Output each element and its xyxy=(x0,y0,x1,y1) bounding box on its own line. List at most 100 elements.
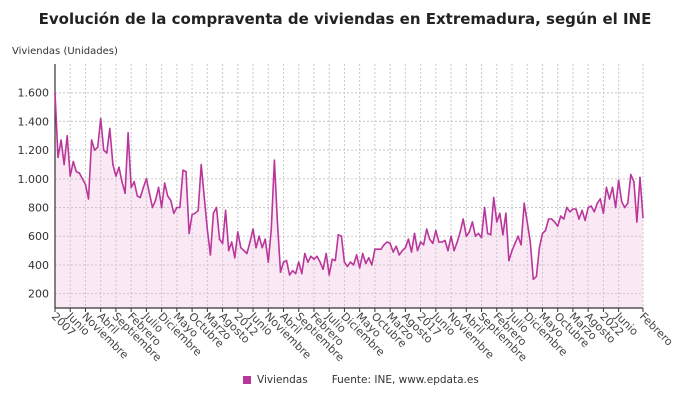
data-point xyxy=(337,234,340,236)
data-point xyxy=(422,244,425,246)
data-point xyxy=(602,212,605,215)
data-point xyxy=(352,264,355,266)
data-point xyxy=(69,175,71,177)
data-point xyxy=(230,241,233,243)
data-point xyxy=(346,265,349,268)
data-point xyxy=(532,278,535,281)
legend-label: Viviendas xyxy=(257,374,308,386)
data-point xyxy=(90,139,93,141)
data-point xyxy=(575,208,577,210)
data-point xyxy=(334,259,337,262)
data-point xyxy=(453,249,455,252)
data-point xyxy=(194,212,196,215)
data-point xyxy=(383,244,385,246)
data-point xyxy=(544,229,547,232)
data-point xyxy=(127,132,129,134)
data-point xyxy=(450,235,452,237)
data-point xyxy=(325,252,328,255)
data-point xyxy=(157,186,160,189)
data-point xyxy=(124,192,126,194)
data-point xyxy=(438,241,440,243)
data-point xyxy=(492,196,495,199)
data-point xyxy=(282,261,285,263)
data-point xyxy=(508,259,510,262)
data-point xyxy=(639,176,641,179)
data-point xyxy=(270,228,273,230)
data-point xyxy=(611,186,614,189)
data-point xyxy=(642,216,644,219)
data-point xyxy=(197,209,199,212)
data-point xyxy=(130,186,132,189)
data-point xyxy=(328,274,331,276)
data-point xyxy=(617,179,620,182)
data-point xyxy=(401,249,404,252)
data-point xyxy=(276,221,279,223)
data-point xyxy=(191,213,193,216)
data-point xyxy=(99,117,102,120)
data-point xyxy=(115,175,117,177)
data-point xyxy=(416,249,419,252)
data-point xyxy=(258,235,260,237)
data-point xyxy=(310,255,312,258)
data-point xyxy=(291,269,294,272)
data-point xyxy=(462,218,465,220)
data-point xyxy=(398,254,401,256)
data-point xyxy=(63,163,65,166)
data-point xyxy=(288,274,291,276)
data-point xyxy=(87,198,90,200)
data-point xyxy=(425,228,428,230)
data-point xyxy=(221,242,224,245)
data-point xyxy=(578,218,580,220)
data-point xyxy=(160,206,163,209)
data-point xyxy=(486,232,489,235)
data-point xyxy=(285,259,288,262)
data-point xyxy=(605,186,608,189)
data-point xyxy=(66,135,68,137)
data-point xyxy=(468,231,471,233)
y-tick-label: 200 xyxy=(28,288,49,301)
data-point xyxy=(142,186,145,189)
data-point xyxy=(109,127,111,130)
data-point xyxy=(404,246,407,249)
y-tick-label: 1.000 xyxy=(18,173,50,186)
data-point xyxy=(520,244,522,246)
data-point xyxy=(471,221,474,223)
data-point xyxy=(419,241,422,243)
data-point xyxy=(633,180,635,183)
chart-title: Evolución de la compraventa de viviendas… xyxy=(38,10,652,28)
data-point xyxy=(599,198,602,200)
data-point xyxy=(151,206,154,209)
data-point xyxy=(343,261,346,263)
data-point xyxy=(358,267,361,269)
data-point xyxy=(139,196,142,199)
data-point xyxy=(529,241,532,243)
data-point xyxy=(112,163,114,166)
y-tick-label: 800 xyxy=(28,202,49,215)
data-point xyxy=(163,182,166,184)
y-tick-label: 1.400 xyxy=(18,115,50,128)
y-tick-label: 400 xyxy=(28,259,49,272)
data-point xyxy=(246,252,248,255)
data-point xyxy=(84,183,87,186)
data-point xyxy=(200,163,202,166)
data-point xyxy=(96,146,99,148)
x-tick-label: Febrero xyxy=(637,310,676,349)
data-point xyxy=(590,205,592,207)
data-point xyxy=(477,232,480,235)
data-point xyxy=(392,251,395,253)
data-point xyxy=(307,261,309,263)
data-point xyxy=(54,91,56,94)
data-point xyxy=(368,257,370,259)
data-point xyxy=(620,201,623,203)
data-point xyxy=(264,238,267,240)
data-point xyxy=(313,258,315,261)
data-point xyxy=(93,149,96,151)
data-point xyxy=(301,272,303,275)
data-point xyxy=(170,199,172,202)
data-point xyxy=(483,206,486,209)
data-point xyxy=(234,257,236,259)
data-point xyxy=(553,221,556,223)
data-point xyxy=(102,149,105,151)
data-point xyxy=(559,215,562,217)
